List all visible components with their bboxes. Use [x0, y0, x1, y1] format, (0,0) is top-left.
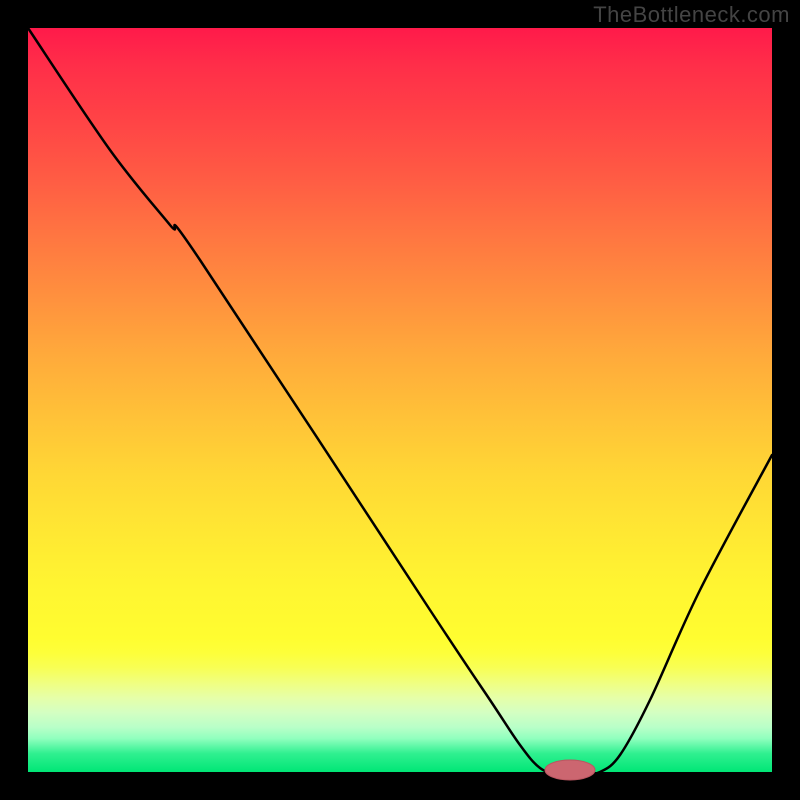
plot-background [28, 28, 772, 772]
watermark-text: TheBottleneck.com [593, 2, 790, 28]
optimal-marker [545, 760, 595, 780]
bottleneck-chart [0, 0, 800, 800]
chart-container: TheBottleneck.com [0, 0, 800, 800]
